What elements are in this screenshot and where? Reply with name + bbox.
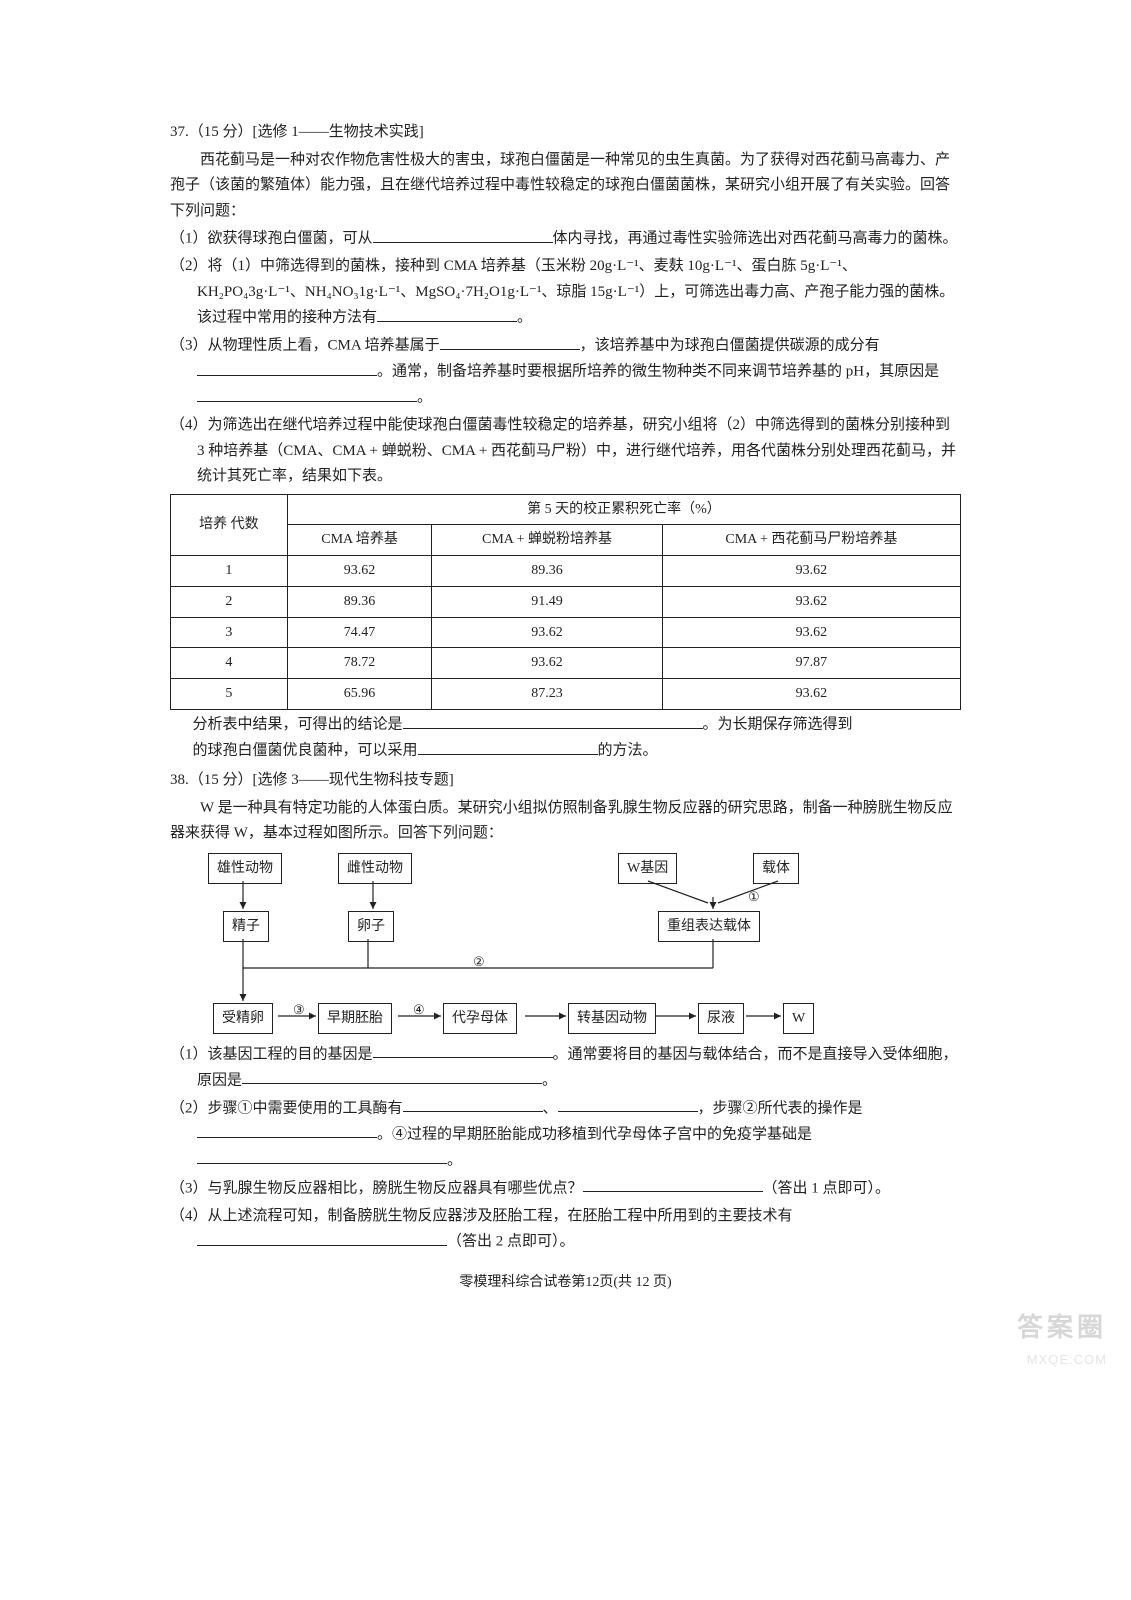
box-transgenic: 转基因动物 [568, 1003, 656, 1035]
blank [558, 1096, 698, 1113]
q37-4: （4）为筛选出在继代培养过程中能使球孢白僵菌毒性较稳定的培养基，研究小组将（2）… [170, 413, 961, 490]
box-male: 雄性动物 [208, 853, 282, 885]
q37-2a: （2）将（1）中筛选得到的菌株，接种到 CMA 培养基（玉米粉 20g·L⁻¹、… [170, 258, 954, 326]
box-female: 雌性动物 [338, 853, 412, 885]
q38-4: （4）从上述流程可知，制备膀胱生物反应器涉及胚胎工程，在胚胎工程中所用到的主要技… [170, 1204, 961, 1256]
label-3: ③ [293, 999, 305, 1021]
blank [403, 1096, 543, 1113]
blank [377, 305, 517, 322]
q37-3b: ，该培养基中为球孢白僵菌提供碳源的成分有 [580, 338, 880, 354]
q37-1b: 体内寻找，再通过毒性实验筛选出对西花蓟马高毒力的菌株。 [553, 231, 958, 247]
blank [197, 1229, 447, 1246]
q38-3: （3）与乳腺生物反应器相比，膀胱生物反应器具有哪些优点？（答出 1 点即可）。 [170, 1176, 961, 1202]
q37-4c: 分析表中结果，可得出的结论是。为长期保存筛选得到 [170, 712, 961, 738]
col2: CMA + 蝉蜕粉培养基 [432, 525, 663, 556]
table-row: 565.9687.2393.62 [171, 679, 961, 710]
box-surrogate: 代孕母体 [443, 1003, 517, 1035]
blank [403, 712, 703, 729]
box-vector: 载体 [753, 853, 799, 885]
q37-table: 培养 代数 第 5 天的校正累积死亡率（%） CMA 培养基 CMA + 蝉蜕粉… [170, 494, 961, 711]
q37-3d: 。 [417, 390, 432, 406]
box-recomb: 重组表达载体 [658, 911, 760, 943]
q37-4a: （4）为筛选出在继代培养过程中能使球孢白僵菌毒性较稳定的培养基，研究小组将（2）… [170, 417, 956, 484]
watermark-text-1: 答案圈 [1017, 1305, 1107, 1349]
q37-header: 37.（15 分）[选修 1——生物技术实践] [170, 120, 961, 146]
table-row: 478.7293.6297.87 [171, 648, 961, 679]
blank [242, 1068, 542, 1085]
blank [197, 1122, 377, 1139]
watermark: 答案圈 MXQE.COM [1017, 1305, 1107, 1371]
box-egg: 卵子 [348, 911, 394, 943]
box-embryo: 早期胚胎 [318, 1003, 392, 1035]
q38-header: 38.（15 分）[选修 3——现代生物科技专题] [170, 768, 961, 794]
watermark-text-2: MXQE.COM [1017, 1349, 1107, 1371]
box-urine: 尿液 [698, 1003, 744, 1035]
q38-1: （1）该基因工程的目的基因是。通常要将目的基因与载体结合，而不是直接导入受体细胞… [170, 1042, 961, 1094]
col1: CMA 培养基 [287, 525, 431, 556]
blank [197, 1148, 447, 1165]
label-1: ① [748, 886, 760, 908]
page-footer: 零模理科综合试卷第12页(共 12 页) [170, 1271, 961, 1295]
col3: CMA + 西花蓟马尸粉培养基 [662, 525, 960, 556]
q38-diagram: 雄性动物 雌性动物 W基因 载体 精子 卵子 重组表达载体 受精卵 早期胚胎 代… [198, 853, 961, 1038]
q38-intro: W 是一种具有特定功能的人体蛋白质。某研究小组拟仿照制备乳腺生物反应器的研究思路… [170, 796, 961, 847]
blank [373, 226, 553, 243]
q37-3a: （3）从物理性质上看，CMA 培养基属于 [170, 338, 440, 354]
q37-2: （2）将（1）中筛选得到的菌株，接种到 CMA 培养基（玉米粉 20g·L⁻¹、… [170, 254, 961, 331]
q37-2b: 。 [517, 310, 532, 326]
q37-intro: 西花蓟马是一种对农作物危害性极大的害虫，球孢白僵菌是一种常见的虫生真菌。为了获得… [170, 148, 961, 225]
blank [440, 333, 580, 350]
box-wgene: W基因 [618, 853, 677, 885]
table-row: 289.3691.4993.62 [171, 586, 961, 617]
q37-3: （3）从物理性质上看，CMA 培养基属于 ，该培养基中为球孢白僵菌提供碳源的成分有… [170, 333, 961, 411]
blank [197, 385, 417, 402]
q37-4d: 的球孢白僵菌优良菌种，可以采用的方法。 [170, 738, 961, 764]
box-fert: 受精卵 [213, 1003, 273, 1035]
col-corner: 培养 代数 [171, 494, 288, 556]
label-4: ④ [413, 999, 425, 1021]
blank [583, 1176, 763, 1193]
table-row: 374.4793.6293.62 [171, 617, 961, 648]
q37-3c: 。通常，制备培养基时要根据所培养的微生物种类不同来调节培养基的 pH，其原因是 [377, 364, 939, 380]
col-header: 第 5 天的校正累积死亡率（%） [287, 494, 960, 525]
q38-2: （2）步骤①中需要使用的工具酶有、，步骤②所代表的操作是。④过程的早期胚胎能成功… [170, 1096, 961, 1174]
q37-1: （1）欲获得球孢白僵菌，可从 体内寻找，再通过毒性实验筛选出对西花蓟马高毒力的菌株… [170, 226, 961, 252]
blank [197, 359, 377, 376]
blank [373, 1042, 553, 1059]
box-sperm: 精子 [223, 911, 269, 943]
blank [418, 738, 598, 755]
box-w: W [783, 1003, 814, 1035]
label-2: ② [473, 951, 485, 973]
q37-1a: （1）欲获得球孢白僵菌，可从 [170, 231, 373, 247]
table-row: 193.6289.3693.62 [171, 556, 961, 587]
